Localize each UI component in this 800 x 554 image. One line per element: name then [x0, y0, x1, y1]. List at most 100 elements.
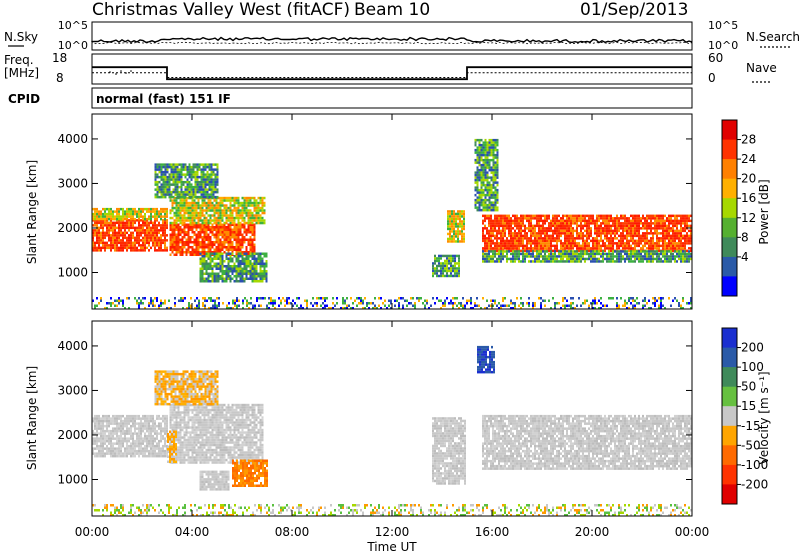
power-cell	[604, 224, 606, 228]
power-cell	[253, 265, 256, 268]
power-cell	[162, 180, 165, 184]
power-cell	[156, 210, 158, 213]
power-cell	[255, 221, 258, 225]
power-cell	[216, 183, 219, 186]
power-cell	[530, 255, 532, 258]
power-cell	[175, 211, 178, 215]
power-cell	[624, 227, 626, 230]
power-cell	[217, 243, 220, 246]
power-cell	[678, 229, 680, 233]
power-cell	[426, 299, 428, 302]
power-cell	[492, 196, 495, 199]
power-cell	[142, 244, 144, 247]
power-cell	[514, 229, 516, 233]
power-cell	[436, 297, 438, 300]
power-cell	[584, 242, 586, 245]
power-cell	[518, 257, 520, 261]
power-cell	[592, 257, 594, 261]
power-cell	[263, 267, 266, 270]
power-cell	[212, 170, 215, 174]
power-cell	[126, 297, 128, 300]
power-cell	[177, 241, 180, 244]
power-cell	[142, 302, 144, 305]
power-cell	[614, 232, 616, 235]
power-cell	[221, 241, 224, 244]
power-cell	[538, 217, 540, 220]
power-cell	[212, 163, 215, 166]
power-cell	[634, 227, 636, 230]
power-cell	[249, 201, 252, 205]
power-cell	[209, 260, 212, 263]
power-cell	[216, 297, 218, 300]
power-cell	[572, 252, 574, 256]
power-cell	[648, 222, 650, 225]
power-cell	[520, 244, 522, 248]
power-cell	[412, 297, 414, 300]
power-cell	[652, 257, 654, 261]
power-cell	[231, 270, 234, 273]
power-cell	[233, 236, 236, 239]
power-cell	[324, 304, 326, 307]
power-cell	[239, 238, 242, 241]
power-cell	[624, 229, 626, 233]
power-cell	[648, 214, 650, 218]
power-cell	[110, 297, 112, 300]
power-cell	[676, 255, 678, 258]
power-cell	[166, 193, 169, 196]
power-cell	[454, 254, 456, 258]
power-cell	[238, 299, 240, 302]
power-cell	[482, 168, 485, 172]
power-cell	[158, 175, 161, 179]
power-cell	[190, 297, 192, 300]
power-cell	[346, 307, 348, 309]
power-cell	[130, 246, 132, 250]
power-cell	[257, 252, 260, 255]
power-cell	[564, 234, 566, 238]
power-cell	[484, 188, 487, 192]
power-cell	[249, 204, 252, 207]
power-cell	[455, 240, 457, 243]
power-cell	[171, 209, 174, 212]
power-cell	[588, 214, 590, 218]
cpid-program: normal (fast) 151 IF	[96, 92, 231, 106]
power-cell	[616, 214, 618, 218]
power-cell	[598, 244, 600, 248]
power-cell	[682, 244, 684, 248]
power-cell	[110, 217, 112, 221]
power-cell	[594, 242, 596, 245]
power-cell	[616, 260, 618, 263]
power-cell	[586, 224, 588, 228]
power-cell	[568, 252, 570, 256]
power-cell	[630, 244, 632, 248]
power-cell	[223, 226, 226, 229]
power-cell	[476, 158, 479, 162]
power-cell	[548, 239, 550, 243]
power-cell	[576, 232, 578, 235]
power-cell	[251, 255, 254, 258]
power-cell	[562, 232, 564, 235]
power-cell	[199, 204, 202, 207]
power-cell	[662, 247, 664, 250]
power-cell	[169, 233, 172, 236]
power-cell	[223, 196, 226, 200]
power-cell	[98, 241, 100, 245]
power-cell	[243, 231, 246, 234]
power-cell	[524, 229, 526, 233]
power-cell	[390, 299, 392, 302]
power-cell	[470, 297, 472, 300]
power-cell	[219, 277, 222, 280]
power-cell	[572, 239, 574, 243]
power-cell	[144, 236, 146, 240]
power-cell	[508, 234, 510, 238]
power-cell	[170, 168, 173, 171]
power-cell	[138, 307, 140, 309]
power-cell	[496, 304, 498, 307]
power-cell	[198, 180, 201, 184]
power-cell	[446, 259, 448, 263]
power-cell	[217, 201, 220, 205]
power-cell	[630, 260, 632, 263]
power-cell	[447, 237, 449, 241]
power-cell	[463, 240, 465, 243]
power-cell	[488, 257, 490, 261]
power-cell	[426, 302, 428, 305]
